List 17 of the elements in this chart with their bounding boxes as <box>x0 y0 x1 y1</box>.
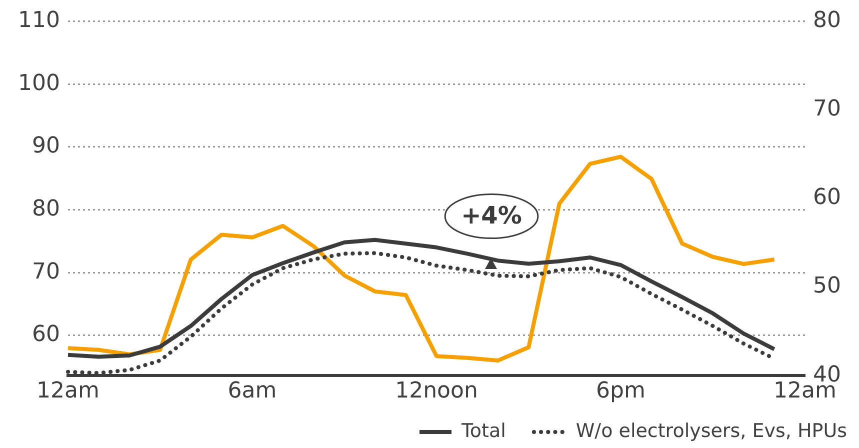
x-tick-label: 6pm <box>596 378 646 404</box>
y-tick-label: 100 <box>18 70 60 96</box>
y-tick-label: 80 <box>32 196 60 222</box>
legend-label: Total <box>460 420 506 442</box>
x-tick-label: 6am <box>228 378 277 404</box>
x-tick-label: 12am <box>36 378 100 404</box>
annotation: +4% <box>461 202 522 230</box>
y-tick-label: 110 <box>18 8 60 33</box>
y-tick-label: 90 <box>32 134 60 159</box>
y2-tick-label: 50 <box>813 274 842 299</box>
y2-tick-label: 60 <box>813 185 842 210</box>
x-tick-label: 12noon <box>395 378 478 404</box>
legend-label: W/o electrolysers, Evs, HPUs <box>576 420 848 442</box>
y2-tick-label: 80 <box>813 8 842 33</box>
y-tick-label: 70 <box>32 259 60 284</box>
y2-tick-label: 70 <box>813 96 842 122</box>
y-tick-label: 60 <box>32 322 60 348</box>
